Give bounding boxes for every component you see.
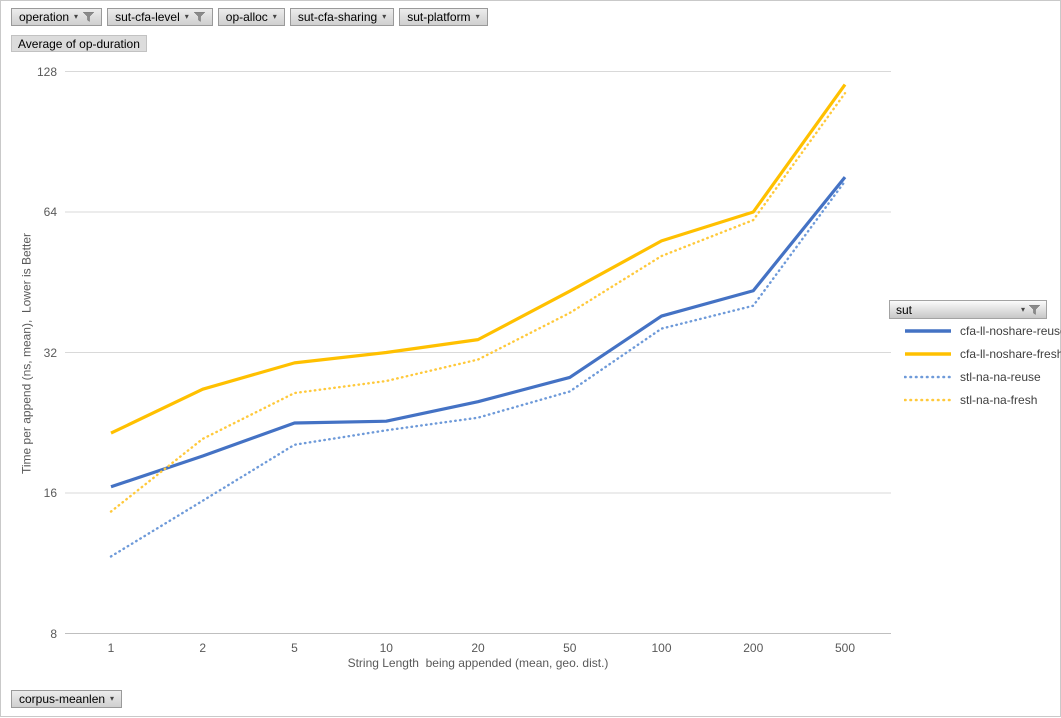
x-axis-title: String Length being appended (mean, geo.… [347,656,609,670]
x-tick-label: 5 [291,641,298,655]
filter-button-label: sut-cfa-level [115,10,180,24]
series-line-stl-na-na-fresh [109,92,847,513]
pivot-filter-row: operation ▾ sut-cfa-level ▾ op-alloc ▾ s… [11,8,488,26]
dropdown-caret-icon: ▾ [272,12,277,21]
legend-item-cfa-ll-noshare-fresh: cfa-ll-noshare-fresh [904,342,1061,365]
dropdown-caret-icon: ▾ [1020,305,1025,314]
filter-button-op-alloc[interactable]: op-alloc ▾ [217,8,285,26]
x-tick-label: 10 [379,641,393,655]
filter-button-sut-cfa-level[interactable]: sut-cfa-level ▾ [107,8,213,26]
x-tick-label: 200 [743,641,764,655]
x-tick-label: 1 [107,641,115,655]
legend: cfa-ll-noshare-reuse cfa-ll-noshare-fresh… [904,319,1061,411]
x-tick-label: 100 [651,641,672,655]
x-tick-label: 20 [471,641,485,655]
dropdown-caret-icon: ▾ [110,694,115,703]
legend-field-button-sut[interactable]: sut ▾ [889,300,1047,319]
legend-line-sample [904,398,952,401]
series-line-cfa-ll-noshare-fresh [110,83,847,435]
legend-item-label: stl-na-na-reuse [960,369,1041,384]
y-tick-label: 64 [43,205,57,219]
filter-button-sut-cfa-sharing[interactable]: sut-cfa-sharing ▾ [289,8,395,26]
value-field-button[interactable]: Average of op-duration [11,35,147,52]
axis-field-row: corpus-meanlen ▾ [11,690,123,708]
legend-line-sample [905,351,951,356]
legend-item-cfa-ll-noshare-reuse: cfa-ll-noshare-reuse [904,319,1061,342]
legend-item-label: cfa-ll-noshare-fresh [960,346,1061,361]
legend-item-stl-na-na-reuse: stl-na-na-reuse [904,365,1061,388]
legend-line-sample [905,328,951,333]
dropdown-caret-icon: ▾ [475,12,480,21]
filter-funnel-icon [83,12,95,22]
y-tick-label: 16 [43,486,57,500]
axis-field-label: corpus-meanlen [19,692,106,706]
dropdown-caret-icon: ▾ [184,12,189,21]
dropdown-caret-icon: ▾ [382,12,387,21]
series-line-stl-na-na-reuse [109,180,847,558]
value-field-label: Average of op-duration [18,36,140,51]
filter-button-operation[interactable]: operation ▾ [11,8,103,26]
x-tick-label: 50 [563,641,577,655]
series-line-cfa-ll-noshare-reuse [110,176,847,489]
filter-button-label: operation [19,10,70,24]
filter-button-label: sut-platform [407,10,471,24]
x-tick-label: 2 [199,641,207,655]
legend-item-stl-na-na-fresh: stl-na-na-fresh [904,388,1061,411]
x-tick-label: 500 [834,641,856,655]
legend-item-label: stl-na-na-fresh [960,392,1038,407]
filter-funnel-icon [1029,304,1040,315]
filter-button-sut-platform[interactable]: sut-platform ▾ [399,8,488,26]
legend-field-label: sut [896,302,913,317]
filter-button-label: op-alloc [225,10,268,24]
legend-line-sample [904,375,952,378]
y-tick-label: 8 [50,626,57,641]
filter-funnel-icon [193,12,205,22]
y-tick-label: 128 [36,64,57,79]
filter-button-label: sut-cfa-sharing [297,10,378,24]
legend-item-label: cfa-ll-noshare-reuse [960,323,1061,338]
axis-field-button-corpus-meanlen[interactable]: corpus-meanlen ▾ [11,690,123,708]
y-tick-label: 32 [43,345,57,360]
dropdown-caret-icon: ▾ [74,12,79,21]
